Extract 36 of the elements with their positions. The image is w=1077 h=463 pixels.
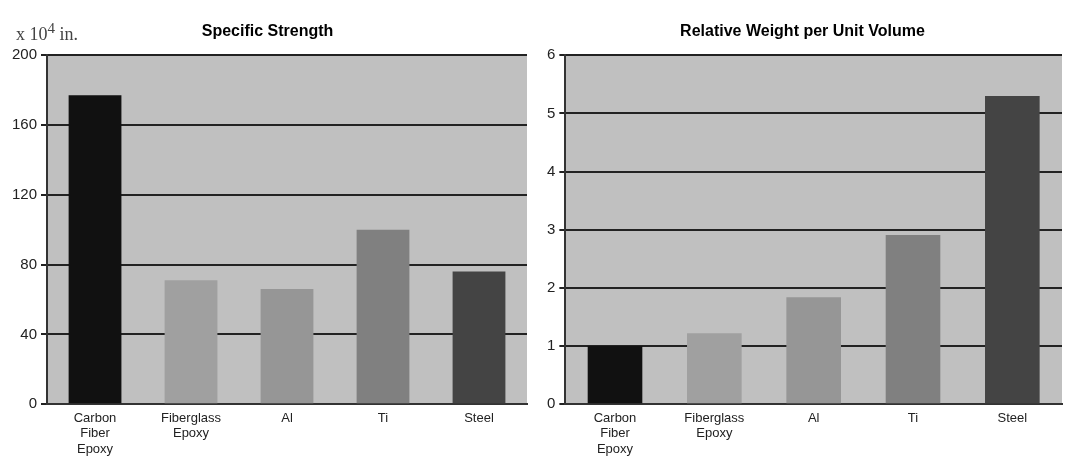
bar [260, 289, 314, 404]
chart-title: Specific Strength [201, 22, 334, 40]
x-tick-label: Carbon Fiber Epoxy [73, 409, 117, 456]
chart-title: Relative Weight per Unit Volume [680, 22, 925, 40]
y-tick-label: 6 [547, 45, 556, 63]
y-tick-label: 120 [12, 184, 38, 202]
bar [68, 95, 122, 404]
x-tick-label: Al [281, 409, 293, 425]
y-axis-title: x 10$^{4}$ in. [16, 20, 79, 45]
y-tick-label: 5 [547, 103, 556, 121]
y-tick-label: 0 [547, 394, 556, 412]
x-tick-label: Steel [997, 409, 1028, 425]
bar [687, 333, 742, 404]
x-tick-label: Carbon Fiber Epoxy [593, 409, 637, 456]
y-tick-label: 1 [547, 336, 556, 354]
y-tick-label: 2 [547, 278, 556, 296]
bar [985, 95, 1040, 404]
y-tick-label: 80 [20, 254, 38, 272]
y-tick-label: 0 [28, 394, 38, 412]
y-tick-label: 4 [547, 161, 556, 179]
y-tick-label: 200 [12, 45, 38, 63]
bar [356, 229, 410, 404]
x-tick-label: Ti [377, 409, 389, 425]
y-tick-label: 3 [547, 219, 556, 237]
x-tick-label: Ti [907, 409, 919, 425]
bar [164, 280, 218, 404]
y-tick-label: 40 [20, 324, 38, 342]
bar [885, 234, 941, 404]
y-tick-label: 160 [12, 115, 38, 133]
x-tick-label: Al [807, 409, 820, 425]
bar [786, 297, 841, 404]
bar [452, 271, 506, 404]
x-tick-label: Steel [464, 409, 494, 425]
bar [587, 346, 643, 404]
x-tick-label: Fiberglass Epoxy [684, 409, 745, 441]
x-tick-label: Fiberglass Epoxy [161, 409, 222, 441]
